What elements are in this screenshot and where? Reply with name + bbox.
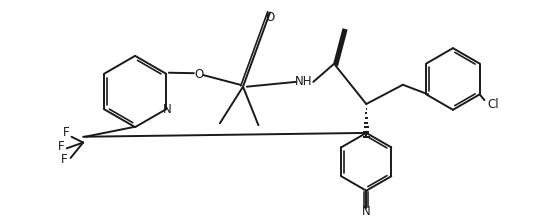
Text: F: F <box>61 153 67 166</box>
Text: O: O <box>265 11 274 24</box>
Text: O: O <box>194 68 203 81</box>
Text: Cl: Cl <box>487 97 499 111</box>
Text: F: F <box>62 126 69 139</box>
Text: F: F <box>58 140 64 153</box>
Text: N: N <box>162 103 171 116</box>
Text: N: N <box>362 205 371 218</box>
Text: NH: NH <box>295 75 313 88</box>
